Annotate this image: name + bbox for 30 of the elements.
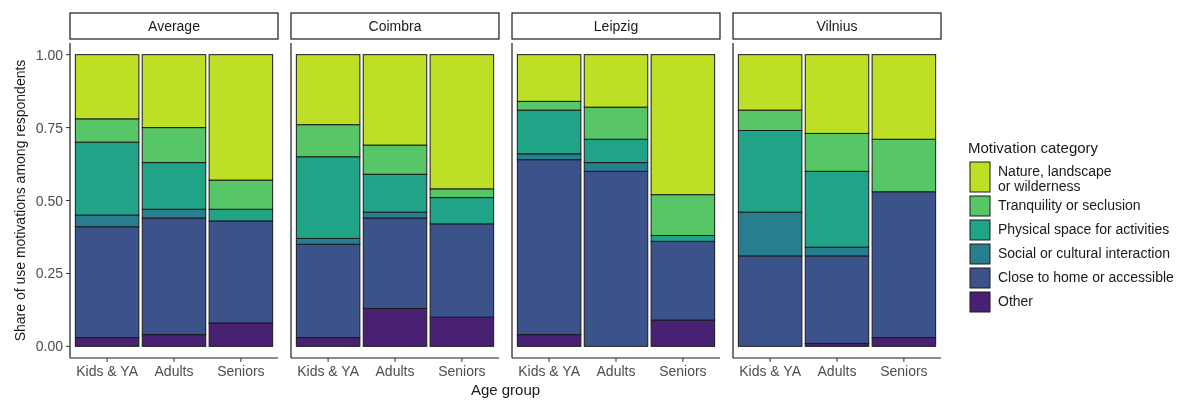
x-tick-label: Kids & YA <box>76 363 139 379</box>
x-tick-label: Kids & YA <box>297 363 360 379</box>
y-tick-label: 0.50 <box>35 192 64 209</box>
x-tick-label: Adults <box>375 363 415 379</box>
y-axis-title: Share of use motivations among respondents <box>12 59 28 342</box>
chart-title: Vilnius <box>816 18 858 34</box>
x-tick-label: Seniors <box>659 363 707 379</box>
x-tick-label: Seniors <box>438 363 486 379</box>
y-tick-label: 0.25 <box>35 265 64 282</box>
chart-title: Coimbra <box>368 18 422 34</box>
x-tick-label: Adults <box>817 363 857 379</box>
chart-title: Leipzig <box>593 18 639 34</box>
legend-label: Nature, landscape or wilderness <box>998 163 1112 194</box>
chart-title: Average <box>148 18 201 34</box>
x-tick-label: Seniors <box>880 363 928 379</box>
y-tick-label: 0.75 <box>35 119 64 136</box>
x-axis-title: Age group <box>470 381 541 398</box>
y-tick-label: 1.00 <box>35 46 64 63</box>
x-tick-label: Adults <box>596 363 636 379</box>
legend-label: Tranquility or seclusion <box>998 197 1141 213</box>
legend-label: Social or cultural interaction <box>998 245 1170 261</box>
legend-label: Close to home or accessible <box>998 269 1175 285</box>
legend-label: Other <box>998 293 1034 309</box>
x-tick-label: Kids & YA <box>518 363 581 379</box>
x-tick-label: Adults <box>154 363 194 379</box>
y-tick-label: 0.00 <box>35 338 64 355</box>
x-tick-label: Kids & YA <box>739 363 802 379</box>
legend-label: Physical space for activities <box>998 221 1170 237</box>
x-tick-label: Seniors <box>217 363 265 379</box>
legend-title: Motivation category <box>968 139 1099 156</box>
